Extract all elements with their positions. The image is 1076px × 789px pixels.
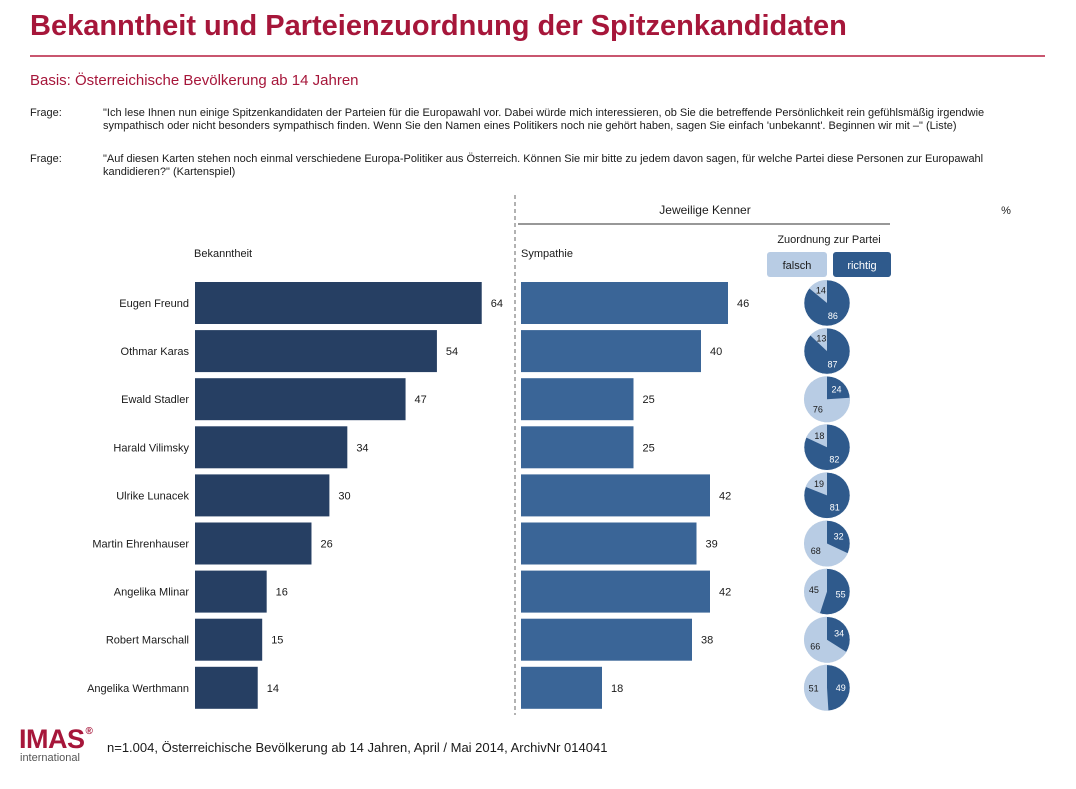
sympathie-value-label: 25	[643, 394, 655, 406]
logo-subtitle: international	[20, 752, 80, 764]
question-1: Frage: "Ich lese Ihnen nun einige Spitze…	[30, 107, 1040, 147]
pie-richtig-label: 86	[828, 311, 838, 321]
pie-richtig-label: 49	[836, 683, 846, 693]
sympathie-value-label: 25	[643, 442, 655, 454]
title-divider	[30, 55, 1045, 57]
bekanntheit-value-label: 30	[338, 490, 350, 502]
category-label: Martin Ehrenhauser	[92, 539, 189, 551]
pie-falsch	[809, 280, 827, 303]
sympathie-header: Sympathie	[521, 248, 573, 260]
bar-bekanntheit	[195, 522, 312, 565]
imas-logo: IMAS®	[19, 724, 93, 755]
bar-sympathie	[521, 522, 697, 565]
bar-sympathie	[521, 618, 692, 661]
bekanntheit-value-label: 64	[491, 298, 503, 310]
sympathie-value-label: 42	[719, 490, 731, 502]
bar-sympathie	[521, 426, 634, 469]
pie-falsch-label: 51	[809, 684, 819, 694]
pie-richtig-label: 34	[834, 629, 844, 639]
chart-rows: Eugen Freund 64 46 14 86 Othmar Karas 54 40 13 87…	[87, 279, 851, 712]
legend-richtig-label: richtig	[847, 260, 876, 272]
page-subtitle: Basis: Österreichische Bevölkerung ab 14…	[30, 72, 359, 89]
bar-bekanntheit	[195, 570, 267, 613]
pie-falsch-label: 66	[810, 642, 820, 652]
logo-text: IMAS	[19, 724, 85, 754]
question-2: Frage: "Auf diesen Karten stehen noch ei…	[30, 153, 1040, 181]
pie-falsch	[803, 520, 848, 567]
bekanntheit-value-label: 16	[276, 587, 288, 599]
bekanntheit-value-label: 15	[271, 635, 283, 647]
kenner-header: Jeweilige Kenner	[659, 203, 750, 217]
bar-bekanntheit	[195, 666, 258, 709]
zuordnung-header: Zuordnung zur Partei	[777, 234, 880, 246]
bar-bekanntheit	[195, 378, 406, 421]
sympathie-value-label: 39	[706, 539, 718, 551]
pie-richtig-label: 87	[827, 359, 837, 369]
footer-note: n=1.004, Österreichische Bevölkerung ab …	[107, 740, 608, 755]
chart-area: Jeweilige Kenner % Bekanntheit Sympathie…	[87, 195, 1011, 715]
page-title: Bekanntheit und Parteienzuordnung der Sp…	[30, 10, 847, 42]
bekanntheit-value-label: 47	[415, 394, 427, 406]
bar-bekanntheit	[195, 282, 482, 324]
bar-bekanntheit	[195, 474, 330, 517]
bar-sympathie	[521, 330, 701, 373]
sympathie-value-label: 46	[737, 298, 749, 310]
bar-sympathie	[521, 282, 728, 324]
pie-falsch-label: 19	[814, 479, 824, 489]
pie-falsch	[805, 472, 827, 496]
logo-registered-mark: ®	[85, 726, 93, 737]
pie-falsch-label: 13	[816, 334, 826, 344]
bar-sympathie	[521, 666, 602, 709]
pie-richtig-label: 32	[834, 532, 844, 542]
pie-falsch	[804, 568, 827, 614]
bekanntheit-value-label: 34	[356, 442, 368, 454]
bekanntheit-value-label: 26	[320, 539, 332, 551]
pie-richtig-label: 24	[831, 385, 841, 395]
legend-richtig-box	[833, 252, 891, 277]
category-label: Angelika Mlinar	[114, 587, 190, 599]
pie-falsch-label: 76	[813, 404, 823, 414]
sympathie-value-label: 40	[710, 346, 722, 358]
pie-falsch	[806, 424, 827, 448]
question-2-label: Frage:	[30, 153, 62, 165]
pie-richtig-label: 55	[836, 589, 846, 599]
bekanntheit-value-label: 14	[267, 683, 279, 695]
pie-falsch-label: 18	[814, 431, 824, 441]
bar-sympathie	[521, 570, 710, 613]
unit-label: %	[1001, 205, 1011, 217]
category-label: Eugen Freund	[119, 298, 189, 310]
category-label: Othmar Karas	[121, 346, 190, 358]
category-label: Robert Marschall	[106, 635, 189, 647]
question-2-text: "Auf diesen Karten stehen noch einmal ve…	[103, 153, 984, 178]
pie-falsch-label: 68	[811, 546, 821, 556]
bar-bekanntheit	[195, 426, 348, 469]
sympathie-value-label: 18	[611, 683, 623, 695]
pie-falsch	[810, 328, 827, 352]
bekanntheit-header: Bekanntheit	[194, 248, 252, 260]
category-label: Ulrike Lunacek	[116, 490, 189, 502]
category-label: Ewald Stadler	[121, 394, 189, 406]
bar-sympathie	[521, 474, 710, 517]
pie-falsch	[803, 664, 829, 711]
pie-falsch-label: 14	[816, 286, 826, 296]
question-1-label: Frage:	[30, 107, 62, 119]
legend-falsch-label: falsch	[783, 260, 812, 272]
pie-falsch	[803, 376, 850, 423]
pie-falsch	[803, 616, 847, 663]
sympathie-value-label: 42	[719, 587, 731, 599]
bar-sympathie	[521, 378, 634, 421]
bar-bekanntheit	[195, 618, 263, 661]
pie-richtig-label: 82	[829, 454, 839, 464]
pie-richtig-label: 81	[830, 502, 840, 512]
question-1-text: "Ich lese Ihnen nun einige Spitzenkandid…	[103, 107, 985, 132]
legend-falsch-box	[767, 252, 827, 277]
pie-falsch-label: 45	[809, 585, 819, 595]
bekanntheit-value-label: 54	[446, 346, 458, 358]
sympathie-value-label: 38	[701, 635, 713, 647]
category-label: Angelika Werthmann	[87, 683, 189, 695]
category-label: Harald Vilimsky	[113, 442, 189, 454]
bar-bekanntheit	[195, 330, 437, 373]
